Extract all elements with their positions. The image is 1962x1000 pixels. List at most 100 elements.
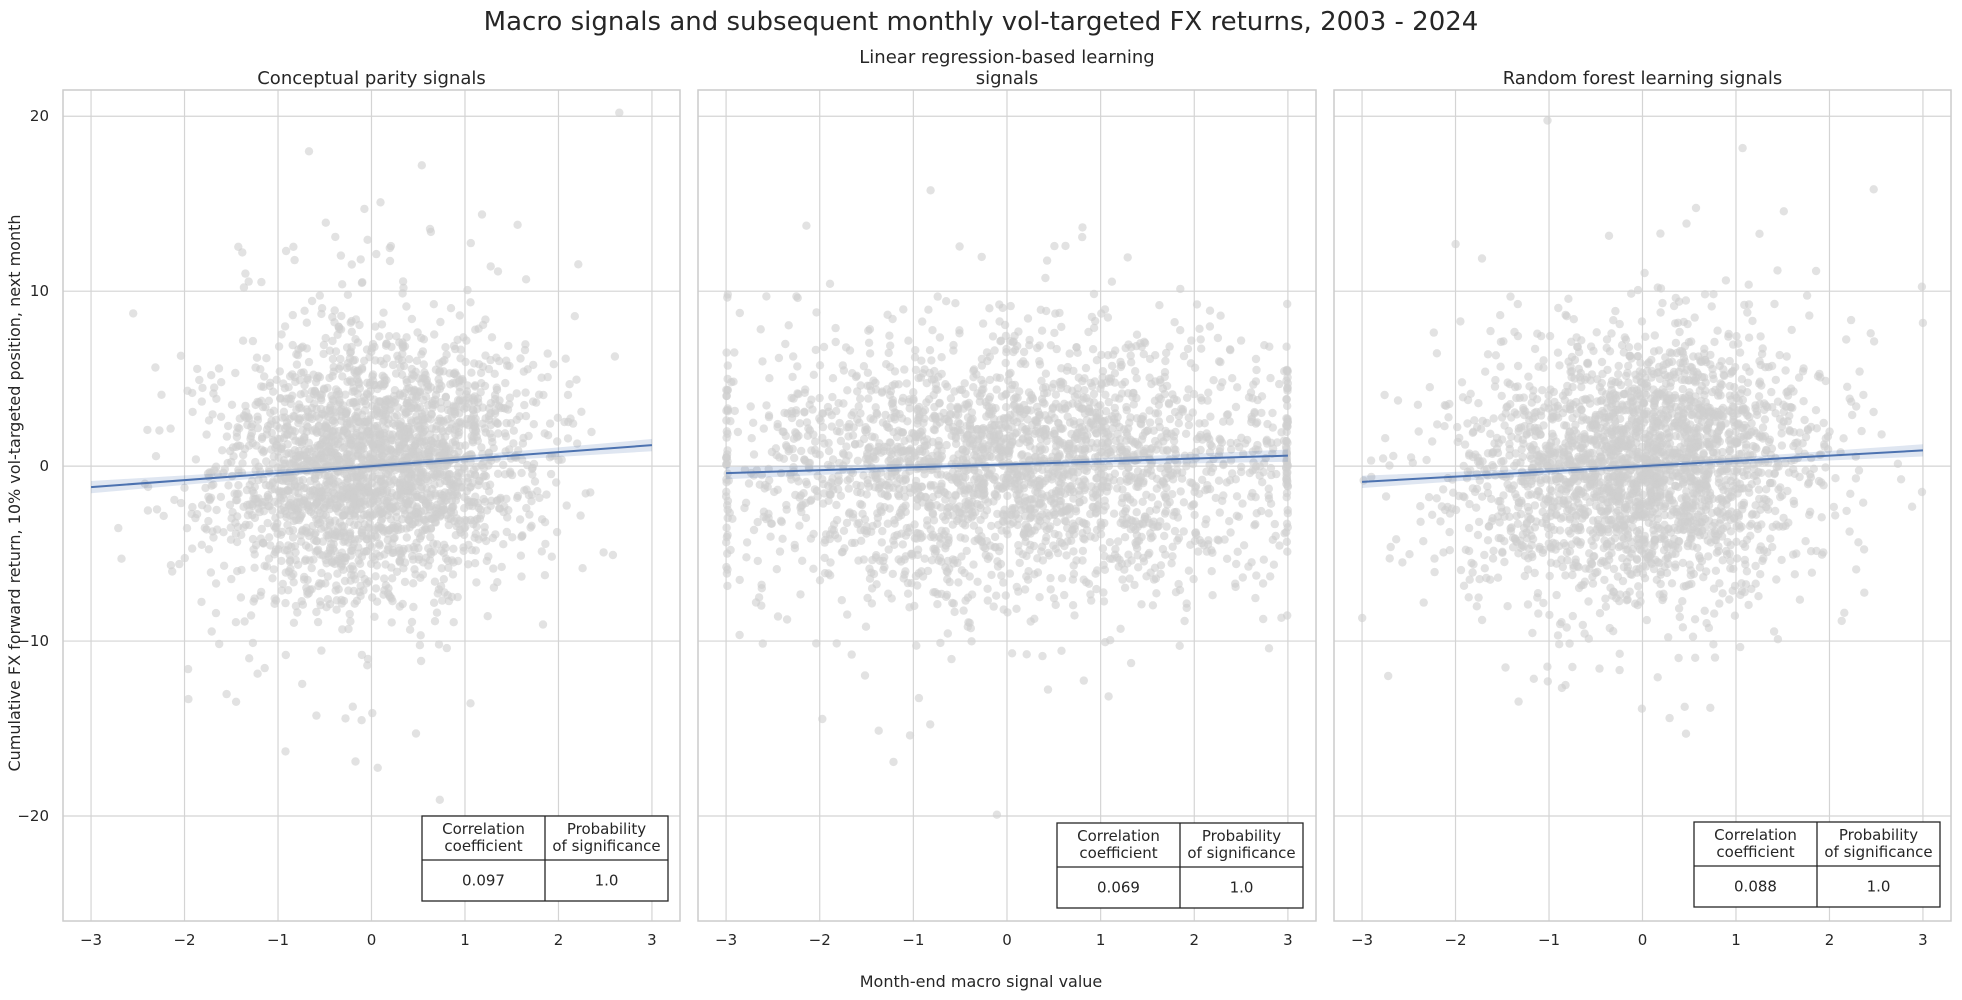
scatter-point xyxy=(1117,442,1126,451)
scatter-point xyxy=(979,491,988,500)
scatter-point xyxy=(217,378,226,387)
scatter-point xyxy=(897,510,906,520)
scatter-point xyxy=(995,437,1004,447)
scatter-point xyxy=(967,637,976,646)
scatter-point xyxy=(317,304,327,313)
scatter-point xyxy=(288,310,297,320)
scatter-point xyxy=(398,277,408,286)
scatter-point xyxy=(345,609,354,619)
scatter-point xyxy=(285,526,294,536)
scatter-point xyxy=(969,560,978,569)
scatter-point xyxy=(521,388,530,397)
scatter-point xyxy=(1004,376,1013,385)
scatter-point xyxy=(517,572,526,581)
scatter-point xyxy=(1120,377,1130,387)
scatter-point xyxy=(151,363,160,372)
scatter-point xyxy=(275,424,284,433)
scatter-point xyxy=(540,571,550,580)
scatter-point xyxy=(327,529,336,538)
scatter-point xyxy=(300,556,310,566)
scatter-point xyxy=(183,386,192,395)
scatter-point xyxy=(232,489,242,499)
scatter-point xyxy=(546,469,556,479)
scatter-point xyxy=(831,323,840,333)
scatter-point xyxy=(472,462,481,472)
scatter-point xyxy=(570,312,579,321)
scatter-point xyxy=(442,643,451,653)
scatter-point xyxy=(832,515,842,525)
scatter-point xyxy=(334,491,343,501)
scatter-point xyxy=(262,457,271,466)
scatter-point xyxy=(363,661,372,670)
scatter-point xyxy=(197,397,206,406)
scatter-point xyxy=(1151,436,1160,446)
scatter-point xyxy=(359,474,368,484)
scatter-point xyxy=(960,534,970,543)
scatter-point xyxy=(283,440,292,449)
scatter-point xyxy=(762,401,771,410)
scatter-point xyxy=(1001,420,1010,430)
scatter-point xyxy=(259,382,268,392)
scatter-point xyxy=(747,434,756,443)
scatter-point xyxy=(429,300,438,309)
scatter-point xyxy=(466,298,475,307)
scatter-point xyxy=(1031,445,1040,454)
scatter-point xyxy=(1070,420,1079,429)
scatter-point xyxy=(535,493,544,503)
scatter-point xyxy=(980,448,989,457)
scatter-point xyxy=(1275,541,1284,550)
scatter-point xyxy=(800,408,809,417)
scatter-point xyxy=(985,304,994,313)
scatter-point xyxy=(1251,593,1260,603)
scatter-point xyxy=(517,468,526,478)
scatter-point xyxy=(416,631,425,640)
scatter-point xyxy=(1107,361,1117,371)
scatter-point xyxy=(313,617,323,627)
scatter-point xyxy=(1206,412,1215,421)
scatter-point xyxy=(818,714,827,724)
scatter-point xyxy=(843,386,852,395)
scatter-point xyxy=(444,563,453,572)
scatter-point xyxy=(826,571,835,580)
scatter-point xyxy=(1103,313,1113,322)
scatter-point xyxy=(479,494,488,504)
y-tick-label: 10 xyxy=(30,282,49,300)
scatter-point xyxy=(281,747,290,756)
table-value-cell: 0.097 xyxy=(462,872,505,890)
scatter-point xyxy=(183,664,193,674)
scatter-point xyxy=(1022,650,1031,659)
scatter-point xyxy=(742,538,752,547)
scatter-point xyxy=(910,520,919,529)
scatter-point xyxy=(1190,536,1200,546)
scatter-point xyxy=(1129,498,1138,507)
scatter-point xyxy=(253,669,262,678)
scatter-point xyxy=(478,320,488,330)
scatter-point xyxy=(1176,284,1185,294)
x-tick-label: −3 xyxy=(80,931,102,949)
scatter-point xyxy=(168,567,177,576)
scatter-point xyxy=(757,580,766,589)
scatter-point xyxy=(1080,374,1089,383)
scatter-point xyxy=(1001,358,1010,368)
y-tick-label: −10 xyxy=(17,632,49,650)
scatter-point xyxy=(260,663,269,673)
scatter-point xyxy=(455,417,465,426)
scatter-point xyxy=(1002,526,1011,535)
scatter-point xyxy=(385,591,394,600)
scatter-point xyxy=(439,575,448,584)
scatter-point xyxy=(395,556,404,566)
scatter-point xyxy=(453,592,462,602)
scatter-point xyxy=(758,357,767,366)
scatter-point xyxy=(1132,374,1141,383)
scatter-point xyxy=(884,589,893,598)
scatter-point xyxy=(1136,339,1145,348)
scatter-point xyxy=(152,505,162,514)
scatter-point xyxy=(537,373,546,382)
scatter-point xyxy=(271,443,280,452)
scatter-point xyxy=(232,442,241,452)
scatter-point xyxy=(905,483,915,493)
scatter-point xyxy=(470,559,480,568)
scatter-point xyxy=(204,545,214,554)
scatter-point xyxy=(509,439,518,448)
scatter-point xyxy=(276,394,285,403)
